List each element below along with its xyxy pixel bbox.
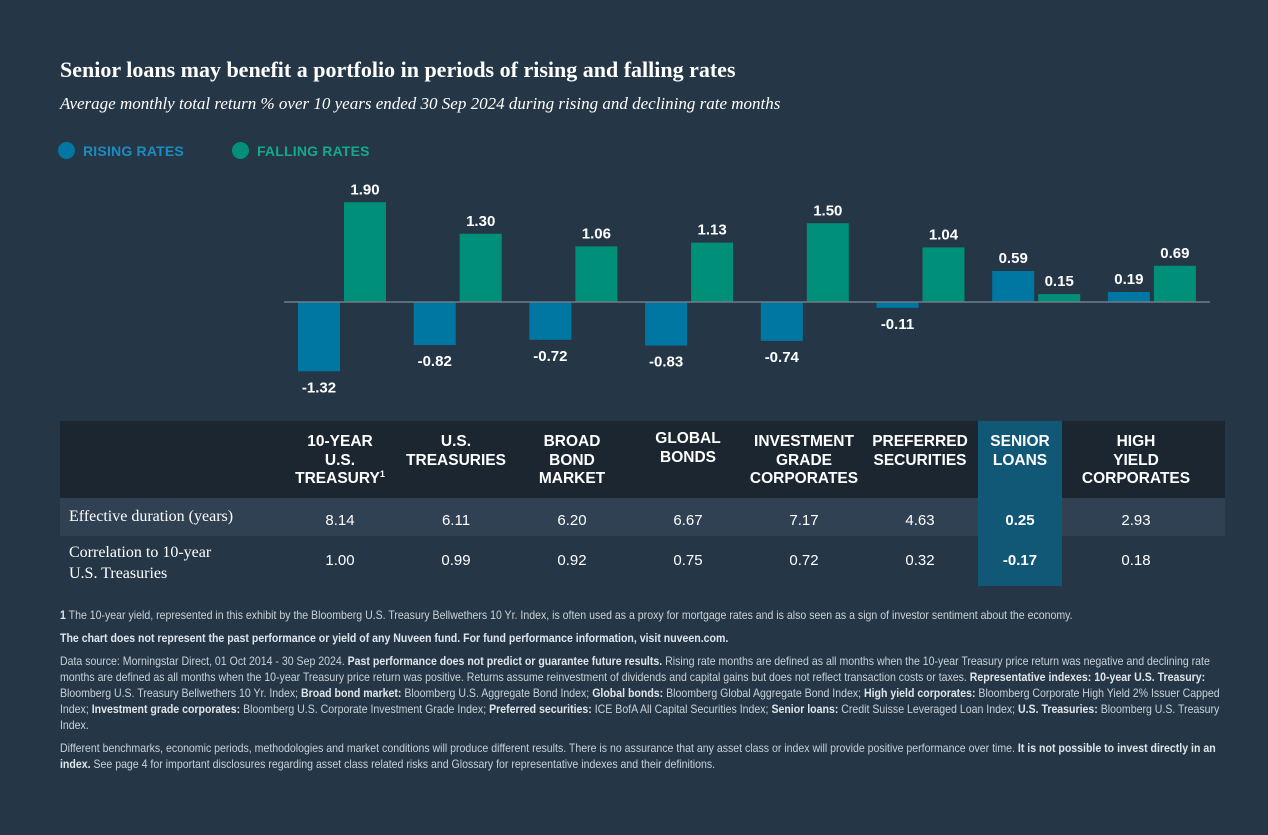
table-cell-highlight: 0.25 (978, 498, 1062, 536)
data-label-rising: -0.83 (649, 354, 683, 371)
bar-rising (529, 302, 572, 340)
bar-rising (992, 271, 1035, 302)
table-cell: 0.99 (441, 552, 471, 569)
header-senior-loans: SENIOR LOANS (978, 421, 1062, 498)
rising-dot-icon (58, 142, 75, 159)
table-cell: 1.00 (325, 552, 355, 569)
data-label-falling: 1.30 (466, 213, 495, 230)
data-label-falling: 0.69 (1160, 245, 1189, 262)
header-investment-grade: INVESTMENT GRADE CORPORATES (749, 433, 859, 487)
bar-falling (1153, 265, 1196, 302)
bar-falling (691, 242, 734, 302)
data-label-rising: -0.74 (765, 349, 800, 366)
data-label-rising: -1.32 (302, 379, 336, 396)
bar-rising (760, 302, 803, 341)
comparison-table: 10-YEAR U.S. TREASURY1 U.S. TREASURIES BROA… (60, 421, 1225, 586)
data-label-falling: 1.06 (582, 225, 611, 242)
bar-chart: -1.32 1.90 -0.82 1.30 -0.72 1.06 -0.83 1.13 -0.7… (284, 181, 1210, 396)
final-disclaimer: Different benchmarks, economic periods, … (60, 741, 1216, 771)
data-label-falling: 1.04 (929, 226, 959, 243)
data-source: Data source: Morningstar Direct, 01 Oct … (60, 654, 1220, 732)
falling-dot-icon (231, 142, 249, 159)
table-cell: 8.14 (325, 511, 355, 529)
table-cell: 6.11 (441, 511, 471, 529)
bar-falling (344, 202, 386, 302)
header-empty (60, 421, 282, 498)
bar-falling (575, 246, 618, 302)
bar-falling (806, 223, 849, 302)
data-label-rising: 0.19 (1114, 271, 1143, 288)
table-cell: 0.92 (557, 552, 587, 569)
legend: RISING RATES FALLING RATES (58, 142, 370, 159)
footnotes: 1 The 10-year yield, represented in this… (60, 607, 1230, 779)
data-label-rising: -0.82 (418, 353, 452, 370)
data-label-rising: -0.72 (533, 348, 567, 365)
data-label-rising: 0.59 (999, 250, 1028, 267)
data-label-falling: 1.50 (813, 202, 842, 219)
table-cell: 6.67 (673, 511, 703, 529)
table-cell: 4.63 (905, 511, 935, 529)
bar-falling (459, 233, 502, 302)
header-preferred: PREFERRED SECURITIES (872, 433, 968, 469)
table-row-correlation: Correlation to 10-year U.S. Treasuries 1.… (60, 536, 1225, 586)
table-cell: 0.75 (673, 552, 703, 569)
header-us-treasuries: U.S. TREASURIES (406, 433, 506, 469)
row-label-duration: Effective duration (years) (69, 508, 234, 525)
legend-falling-label: FALLING RATES (256, 142, 370, 159)
table-cell: 0.18 (1121, 552, 1151, 569)
row-label-correlation: Correlation to 10-year U.S. Treasuries (69, 544, 212, 582)
table-row-duration: Effective duration (years) 8.14 6.11 6.2… (60, 498, 1225, 536)
header-global-bonds: GLOBAL BONDS (655, 430, 721, 466)
header-10yr-treasury: 10-YEAR U.S. TREASURY1 (295, 433, 385, 487)
legend-rising: RISING RATES (58, 142, 184, 159)
footnote-1: 1 The 10-year yield, represented in this… (60, 608, 1073, 622)
bar-rising (645, 302, 688, 346)
bar-rising (876, 302, 919, 308)
table-header: 10-YEAR U.S. TREASURY1 U.S. TREASURIES BROA… (60, 421, 1225, 498)
legend-rising-label: RISING RATES (83, 142, 184, 159)
chart-title: Senior loans may benefit a portfolio in … (60, 57, 736, 82)
bar-rising (413, 302, 456, 346)
header-high-yield: HIGH YIELD CORPORATES (1081, 433, 1191, 487)
bar-rising (298, 302, 340, 372)
data-label-rising: -0.11 (881, 316, 914, 333)
data-label-falling: 1.13 (697, 222, 726, 239)
bar-falling (922, 247, 965, 302)
table-cell: 0.72 (789, 552, 819, 569)
data-label-falling: 0.15 (1045, 273, 1074, 290)
table-cell-highlight: -0.17 (978, 536, 1062, 586)
table-cell: 2.93 (1121, 511, 1151, 529)
bar-falling (1038, 294, 1081, 302)
data-label-falling: 1.90 (350, 181, 379, 198)
bar-rising (1107, 292, 1150, 302)
table-cell: 7.17 (789, 511, 819, 529)
chart-subtitle: Average monthly total return % over 10 y… (60, 94, 781, 113)
table-cell: 6.20 (557, 511, 587, 529)
table-cell: 0.32 (905, 552, 935, 569)
disclaimer: The chart does not represent the past pe… (60, 631, 729, 645)
header-broad-bond: BROAD BOND MARKET (538, 433, 606, 487)
legend-falling: FALLING RATES (231, 142, 370, 159)
